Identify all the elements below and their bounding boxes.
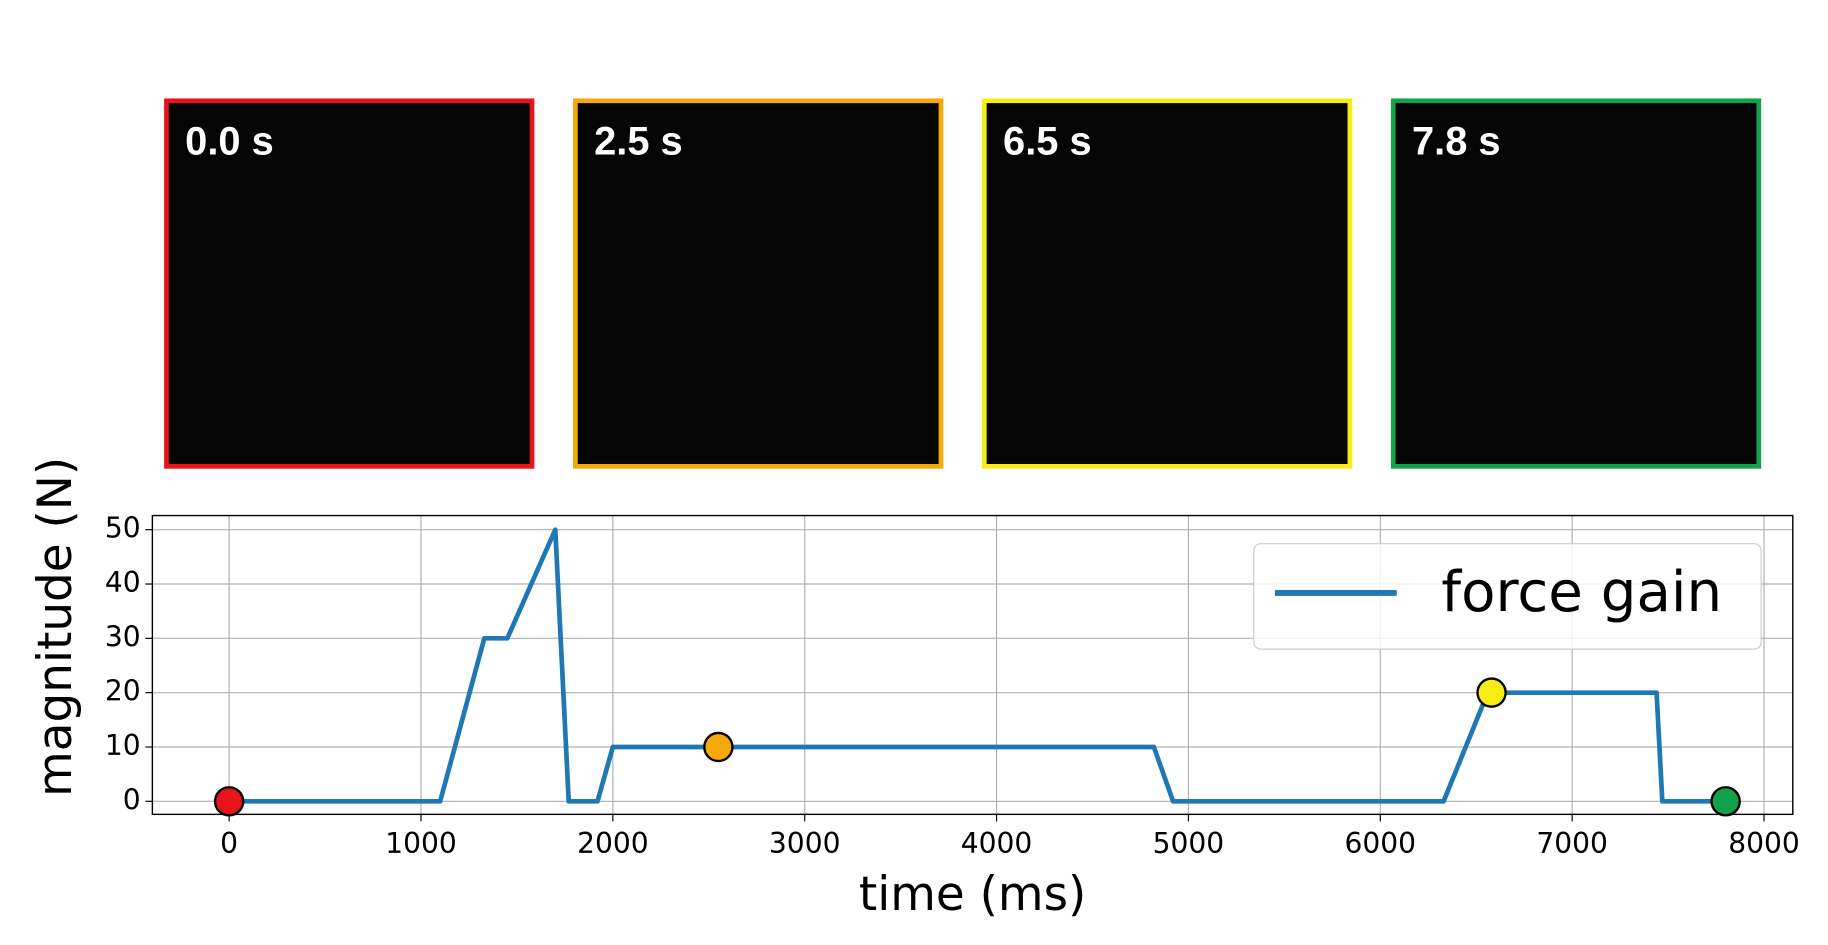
x-tick-label: 7000: [1536, 827, 1608, 860]
y-axis-label: magnitude (N): [29, 457, 83, 797]
y-tick-label: 30: [105, 620, 141, 653]
marker: [703, 731, 734, 763]
x-axis-label: time (ms): [859, 868, 1086, 922]
x-tick-label: 3000: [769, 827, 841, 860]
photo-frame: [164, 98, 535, 469]
photo-label: 6.5 s: [1003, 120, 1092, 164]
x-tick-label: 0: [220, 827, 238, 860]
x-tick-label: 8000: [1728, 827, 1800, 860]
photo-label: 0.0 s: [185, 120, 274, 164]
x-tick-label: 5000: [1153, 827, 1225, 860]
x-tick-label: 2000: [577, 827, 649, 860]
photo-frame: [981, 98, 1353, 469]
marker: [213, 786, 245, 817]
y-tick-label: 20: [105, 675, 141, 708]
photo-frame: [573, 98, 944, 469]
legend-label: force gain: [1441, 560, 1722, 625]
legend-box: [1253, 543, 1762, 650]
photo-frame: [1390, 98, 1762, 469]
y-tick-label: 50: [105, 512, 141, 545]
y-tick-label: 0: [123, 783, 141, 816]
plot-frame: [151, 514, 1794, 816]
marker: [1710, 786, 1741, 817]
photo-label: 2.5 s: [594, 120, 683, 164]
photo-label: 7.8 s: [1412, 120, 1501, 164]
y-tick-label: 40: [105, 566, 141, 599]
y-tick-label: 10: [105, 729, 141, 762]
line: [229, 527, 1726, 804]
x-tick-label: 6000: [1345, 827, 1417, 860]
x-tick-label: 1000: [385, 827, 457, 860]
marker: [1476, 677, 1507, 708]
x-tick-label: 4000: [961, 827, 1033, 860]
